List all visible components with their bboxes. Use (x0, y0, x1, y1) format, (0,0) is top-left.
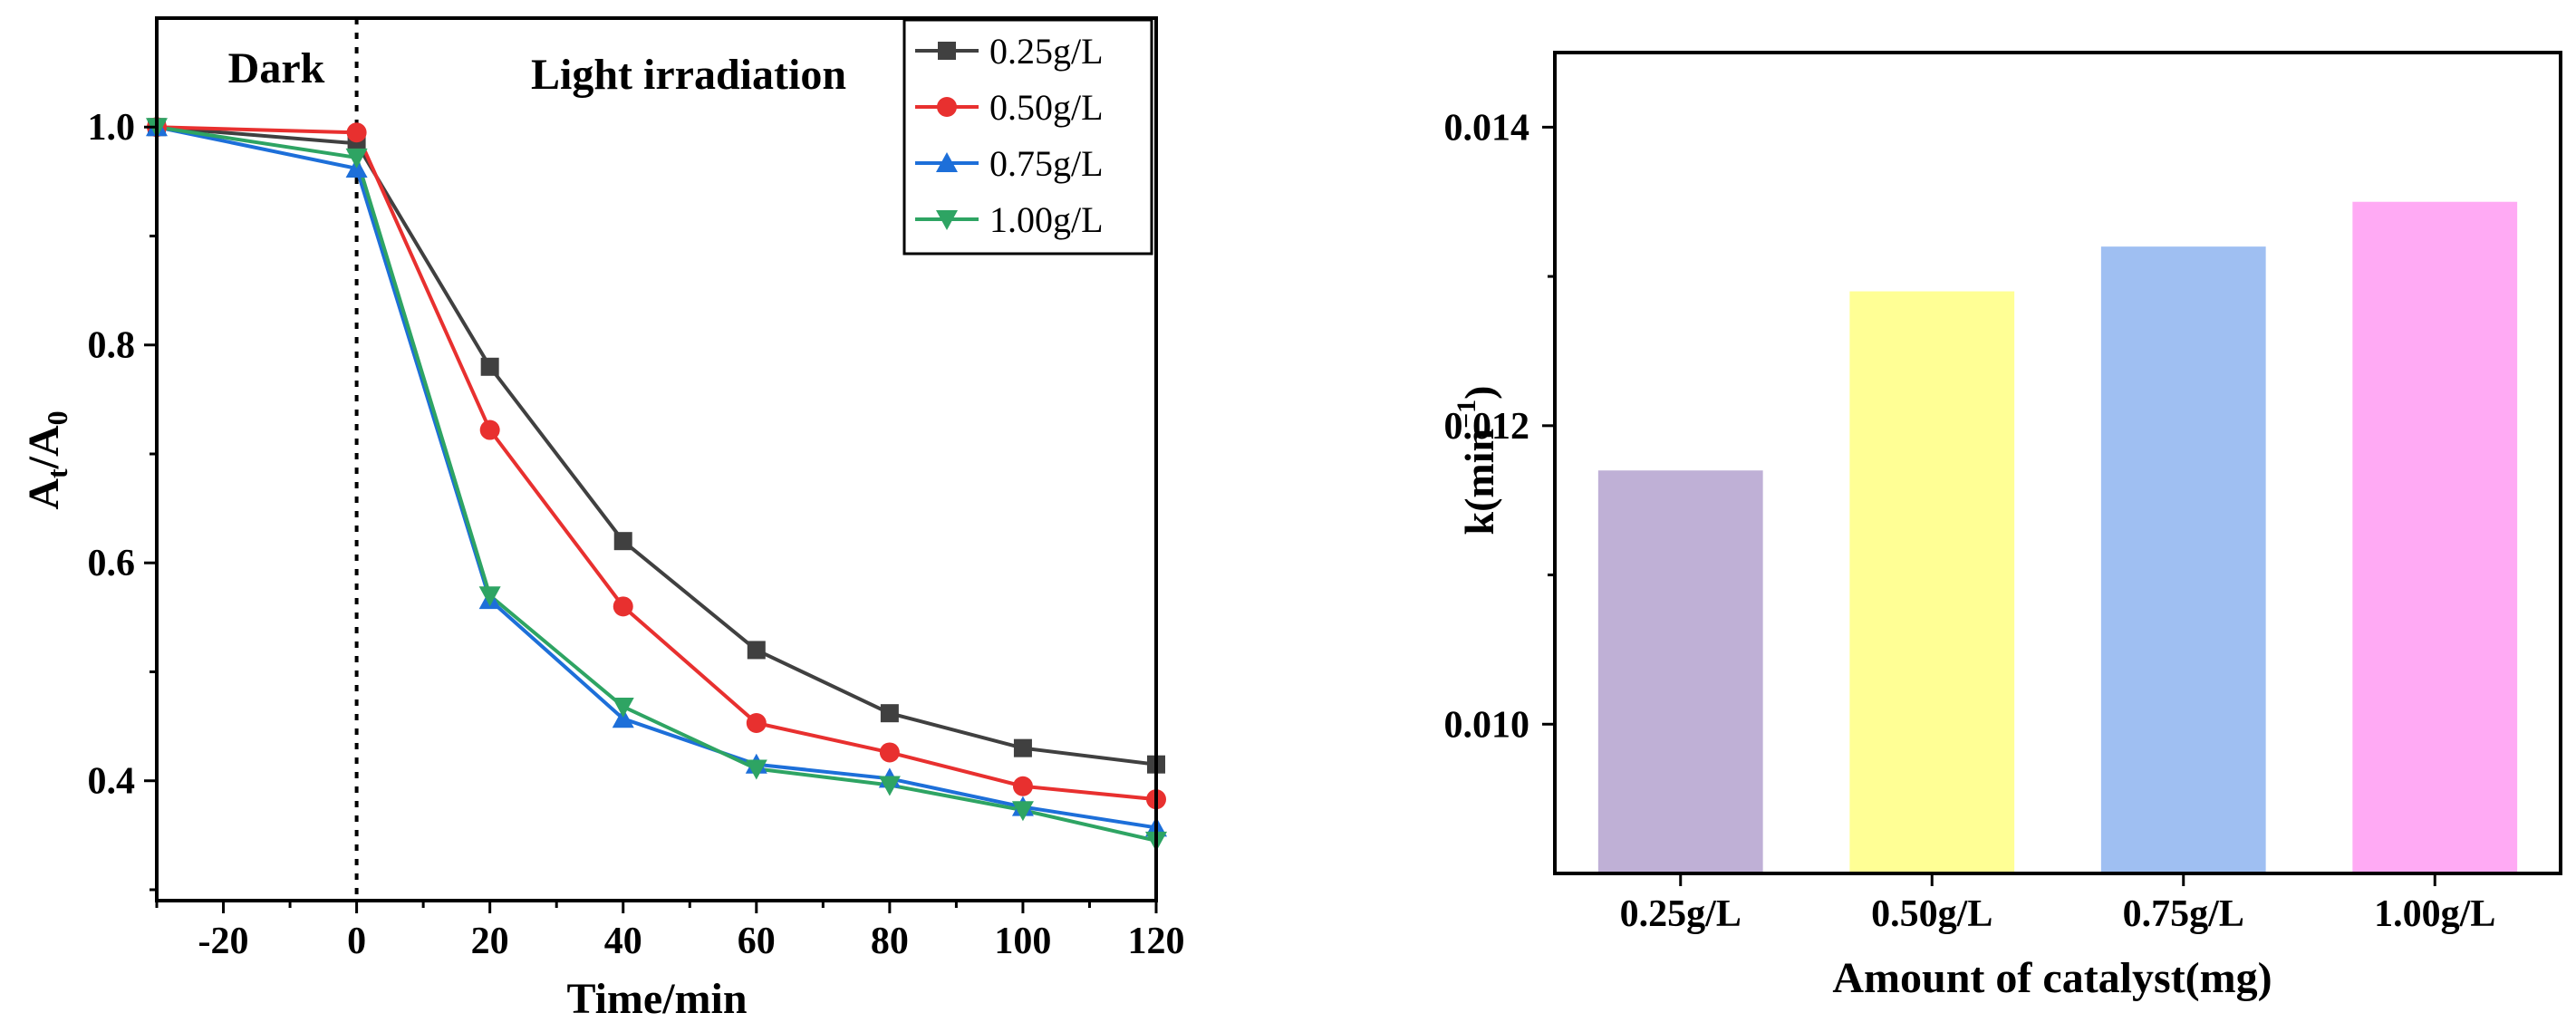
light-annotation: Light irradiation (531, 51, 846, 99)
bar-chart: 0.25g/L 0.50g/L 0.75g/L 1.00g/L 0.010 0.012 0.… (1444, 51, 2562, 1002)
legend-label-1: 0.50g/L (989, 87, 1104, 128)
legend-label-3: 1.00g/L (989, 199, 1104, 240)
data-point-s1-6 (1012, 776, 1033, 796)
x-tick-label: 0 (347, 921, 366, 962)
y-tick-label: 0.8 (88, 325, 136, 367)
bar-y-tick-label: 0.010 (1444, 704, 1530, 746)
data-point-s3-3 (612, 697, 634, 718)
data-point-s3-6 (1011, 801, 1034, 822)
data-point-s0-2 (480, 357, 499, 376)
x-tick-label: 60 (738, 921, 776, 962)
dark-annotation: Dark (228, 44, 325, 92)
x-tick-label: 120 (1128, 921, 1185, 962)
legend: 0.25g/L 0.50g/L 0.75g/L 1.00g/L (902, 18, 1153, 256)
x-tick-label: 80 (871, 921, 909, 962)
series-line-2 (156, 125, 1157, 830)
bar-chart-frame (1553, 51, 2562, 875)
data-point-s2-3 (612, 708, 634, 728)
line-chart-marks (146, 18, 1167, 901)
bar-category-label: 0.25g/L (1620, 893, 1741, 935)
legend-marker-1 (937, 97, 957, 117)
data-point-s1-4 (746, 712, 767, 733)
series-line-3 (156, 125, 1157, 843)
x-tick-label: 100 (994, 921, 1051, 962)
y-axis-label: At/A0 (20, 410, 73, 509)
bar-category-label: 0.50g/L (1871, 893, 1992, 935)
line-chart: -20 0 20 40 60 80 100 120 0.4 0.6 0.8 1.0 Dark Ligh… (20, 16, 1185, 1023)
bar-category-label: 0.75g/L (2123, 893, 2244, 935)
bar-y-axis-label: k(min−1) (1452, 385, 1502, 535)
legend-marker-3 (936, 210, 958, 230)
series-line-1 (156, 125, 1157, 802)
bar-0 (1597, 470, 1763, 873)
bar-category-label: 1.00g/L (2374, 893, 2495, 935)
data-point-s3-5 (878, 776, 901, 796)
data-point-s3-1 (345, 148, 368, 169)
data-point-s0-4 (747, 641, 766, 660)
bar-1 (1849, 291, 2015, 874)
bar-3 (2352, 201, 2518, 873)
line-chart-axes: -20 0 20 40 60 80 100 120 0.4 0.6 0.8 1.0 (88, 107, 1185, 962)
data-point-s1-5 (879, 742, 900, 763)
y-tick-label: 1.0 (88, 107, 136, 149)
bar-y-tick-label: 0.014 (1444, 107, 1530, 149)
line-chart-frame (155, 16, 1158, 902)
data-point-s1-3 (613, 596, 633, 617)
legend-marker-0 (938, 42, 956, 60)
bar-y-tick-label: 0.012 (1444, 406, 1530, 448)
data-point-s0-3 (613, 532, 632, 551)
bar-x-axis-label: Amount of catalyst(mg) (1832, 954, 2272, 1002)
legend-label-2: 0.75g/L (989, 143, 1104, 184)
x-tick-label: -20 (198, 921, 249, 962)
legend-marker-2 (936, 152, 958, 172)
y-tick-label: 0.4 (88, 761, 136, 803)
x-tick-label: 20 (471, 921, 509, 962)
x-axis-label: Time/min (566, 975, 747, 1023)
bar-2 (2100, 246, 2266, 873)
bar-chart-axes: 0.25g/L 0.50g/L 0.75g/L 1.00g/L 0.010 0.012 0.… (1444, 107, 2496, 935)
data-point-s3-4 (745, 759, 767, 780)
data-point-s3-2 (478, 586, 501, 607)
x-tick-label: 40 (604, 921, 642, 962)
data-point-s1-1 (346, 122, 367, 143)
y-tick-label: 0.6 (88, 543, 136, 584)
data-point-s0-6 (1013, 738, 1032, 757)
data-point-s1-2 (479, 420, 500, 440)
bar-chart-marks (1597, 201, 2518, 874)
data-point-s0-5 (880, 704, 899, 723)
legend-label-0: 0.25g/L (989, 31, 1104, 72)
